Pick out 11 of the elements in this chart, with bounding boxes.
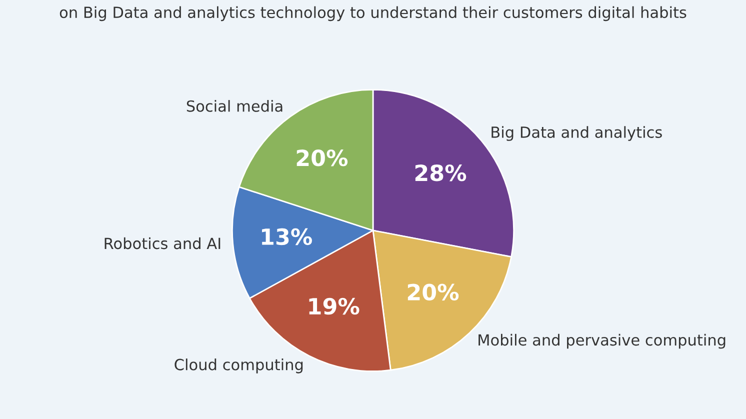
data-label: 13%	[262, 228, 312, 246]
slice-label: Social media	[186, 100, 282, 112]
data-label: 19%	[309, 298, 360, 315]
chart-title: on Big Data and analytics technology to understand their customers digital habits	[60, 6, 686, 22]
data-label: 20%	[408, 284, 459, 301]
slice-label: Cloud computing	[174, 358, 303, 374]
data-label: 20%	[296, 149, 348, 166]
data-label: 28%	[415, 164, 466, 182]
slice-label: Mobile and pervasive computing	[478, 334, 726, 349]
slice-label: Big Data and analytics	[492, 126, 662, 141]
slice-label: Robotics and AI	[104, 237, 220, 250]
